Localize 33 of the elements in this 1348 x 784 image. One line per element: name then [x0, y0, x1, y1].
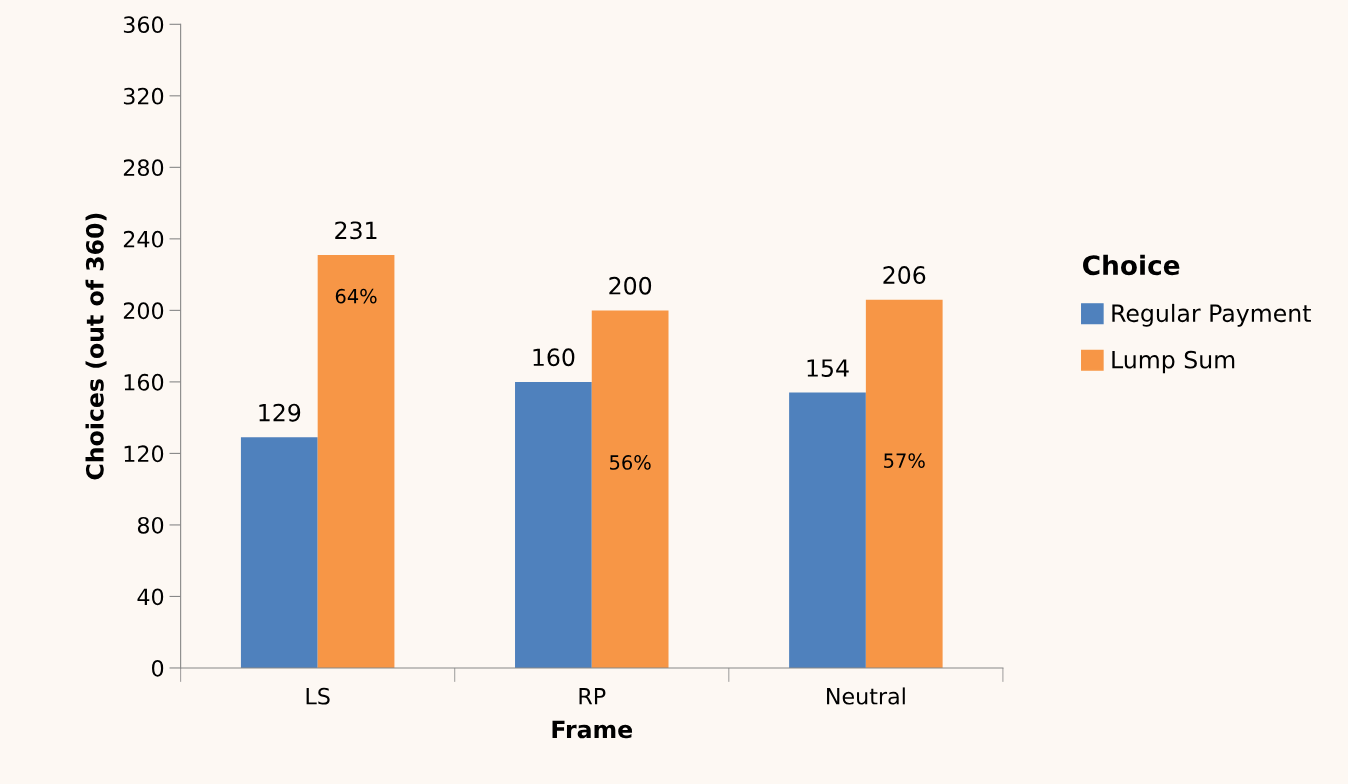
- data-label: 200: [609, 276, 652, 295]
- x-tick-label: Neutral: [827, 687, 905, 705]
- data-label: 160: [533, 348, 575, 367]
- y-tick-label: 240: [123, 230, 164, 248]
- x-tick-label: LS: [306, 687, 330, 705]
- y-tick-label: 320: [123, 87, 164, 105]
- bar: [789, 392, 866, 668]
- annotation: 64%: [335, 288, 377, 304]
- legend-label: Regular Payment: [1112, 303, 1311, 327]
- y-tick-label: 120: [124, 445, 164, 463]
- y-tick-label: 160: [124, 373, 164, 391]
- y-tick-label: 80: [137, 516, 164, 534]
- data-label: 129: [259, 403, 301, 422]
- y-tick-label: 360: [123, 16, 164, 34]
- y-tick-label: 200: [123, 302, 164, 320]
- data-label: 206: [883, 266, 926, 284]
- y-axis-title: Choices (out of 360): [85, 213, 107, 480]
- y-tick-label: 0: [151, 659, 164, 677]
- x-axis-title: Frame: [552, 720, 633, 739]
- data-label: 154: [807, 359, 849, 377]
- y-tick-label: 40: [137, 588, 164, 606]
- bar: [317, 254, 395, 668]
- data-label: 231: [335, 221, 377, 240]
- x-tick-label: RP: [579, 688, 606, 705]
- bar: [865, 299, 943, 668]
- annotation: 57%: [884, 453, 925, 468]
- bar: [591, 310, 669, 668]
- y-tick-label: 280: [123, 159, 164, 177]
- bar: [240, 437, 318, 668]
- annotation: 56%: [610, 455, 651, 470]
- bar: [515, 381, 592, 668]
- legend-label: Lump Sum: [1112, 350, 1235, 374]
- legend-title: Choice: [1083, 254, 1180, 276]
